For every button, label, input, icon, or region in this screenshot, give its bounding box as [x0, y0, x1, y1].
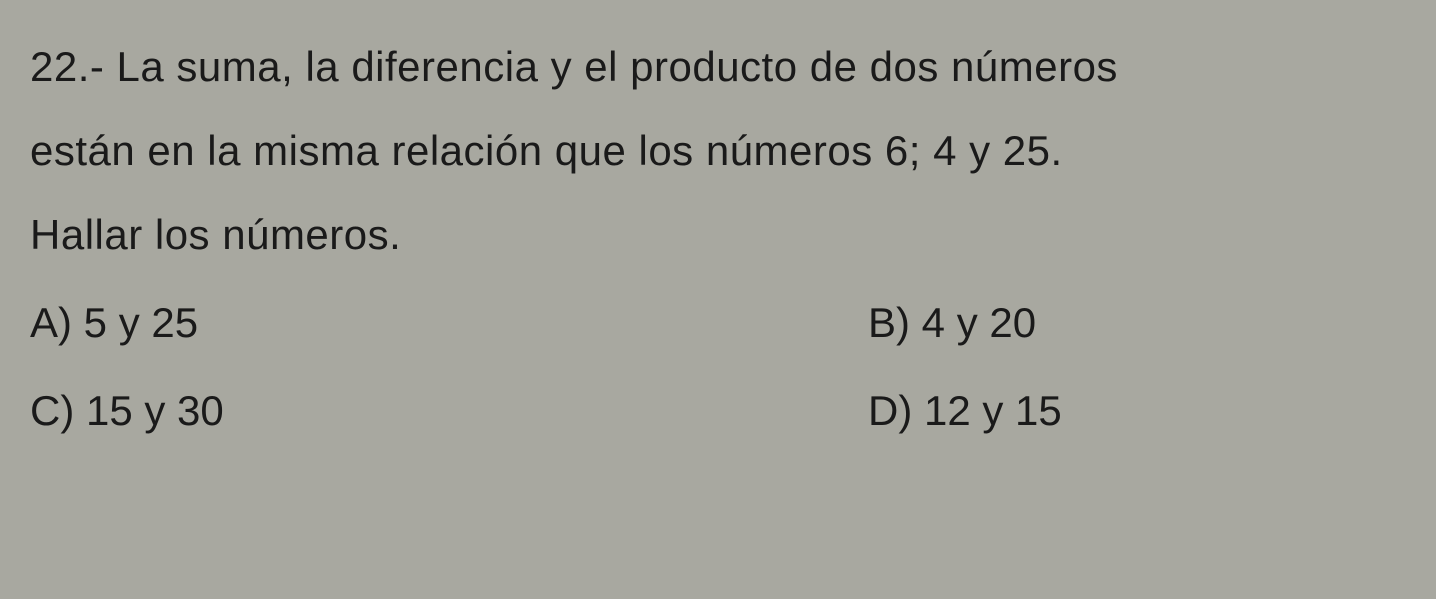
option-a-label: A): [30, 299, 72, 346]
question-line-3: Hallar los números.: [30, 193, 1406, 277]
option-d: D) 12 y 15: [738, 387, 1406, 435]
option-a-text: 5 y 25: [84, 299, 198, 346]
option-c: C) 15 y 30: [30, 387, 698, 435]
option-d-label: D): [868, 387, 912, 434]
option-b-text: 4 y 20: [922, 299, 1036, 346]
question-line-1: 22.- La suma, la diferencia y el product…: [30, 25, 1406, 109]
option-b: B) 4 y 20: [738, 299, 1406, 347]
option-b-label: B): [868, 299, 910, 346]
option-c-label: C): [30, 387, 74, 434]
question-block: 22.- La suma, la diferencia y el product…: [30, 25, 1406, 277]
option-c-text: 15 y 30: [86, 387, 224, 434]
question-line-2: están en la misma relación que los númer…: [30, 109, 1406, 193]
option-d-text: 12 y 15: [924, 387, 1062, 434]
option-a: A) 5 y 25: [30, 299, 698, 347]
options-grid: A) 5 y 25 B) 4 y 20 C) 15 y 30 D) 12 y 1…: [30, 299, 1406, 435]
